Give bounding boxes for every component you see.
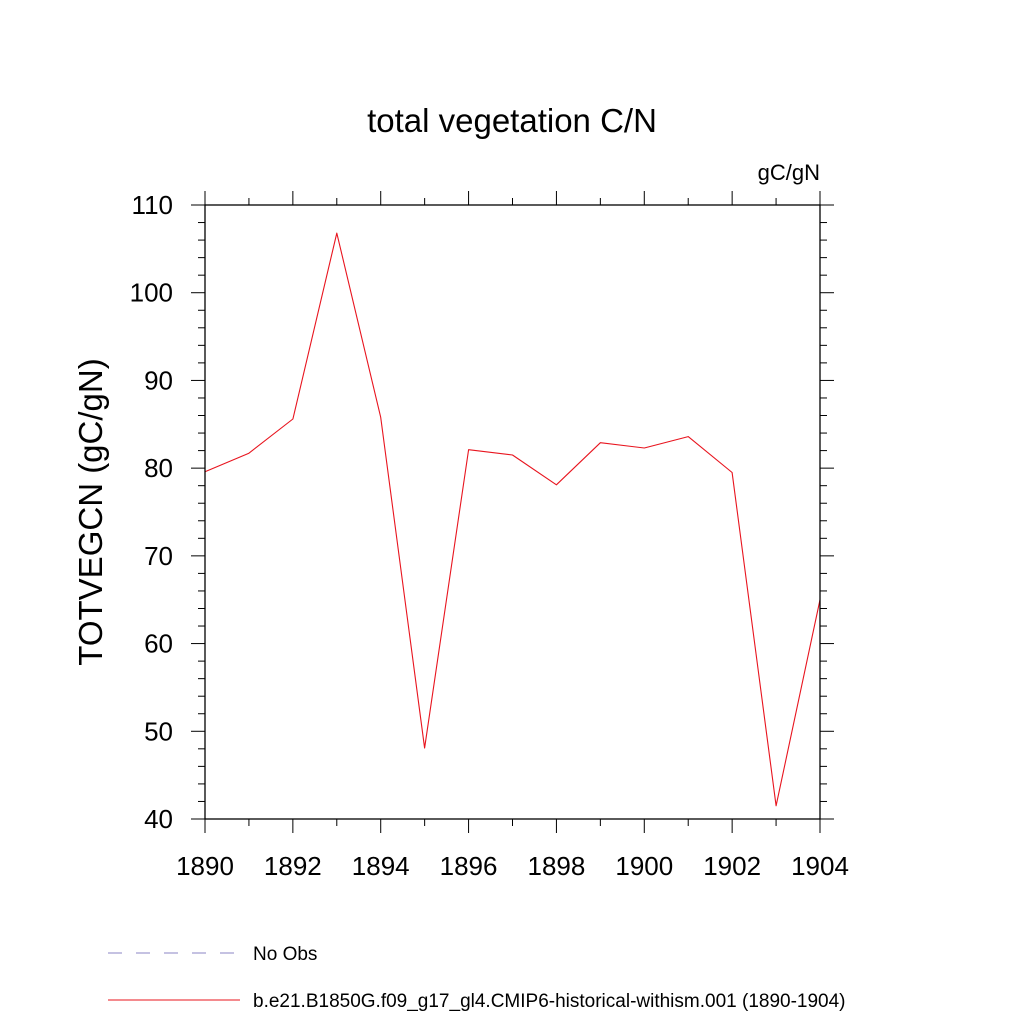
y-tick-label: 70 [144,541,173,571]
axis-ticks: 1890 1892 1894 1896 1898 1900 1902 1904 40 50 60 70… [130,190,849,881]
series-layer [204,232,821,807]
series-line-1 [204,232,821,807]
x-tick-label: 1898 [528,851,586,881]
x-tick-label: 1902 [703,851,761,881]
y-tick-label: 60 [144,629,173,659]
y-tick-label: 80 [144,453,173,483]
y-tick-label: 50 [144,716,173,746]
x-tick-label: 1896 [440,851,498,881]
x-tick-label: 1904 [791,851,849,881]
y-tick-label: 100 [130,278,173,308]
y-axis-label: TOTVEGCN (gC/gN) [72,358,109,665]
y-tick-label: 40 [144,804,173,834]
legend-label-no-obs: No Obs [253,944,317,965]
x-tick-label: 1890 [176,851,234,881]
plot-frame [204,204,821,820]
y-tick-label: 110 [132,190,173,220]
legend: No Obs b.e21.B1850G.f09_g17_gl4.CMIP6-hi… [108,944,846,1012]
x-tick-label: 1892 [264,851,322,881]
y-tick-label: 90 [144,365,173,395]
units-label: gC/gN [758,160,820,185]
legend-label-model-run: b.e21.B1850G.f09_g17_gl4.CMIP6-historica… [253,991,846,1012]
x-tick-label: 1900 [615,851,673,881]
chart-title: total vegetation C/N [367,102,657,139]
x-tick-label: 1894 [352,851,410,881]
